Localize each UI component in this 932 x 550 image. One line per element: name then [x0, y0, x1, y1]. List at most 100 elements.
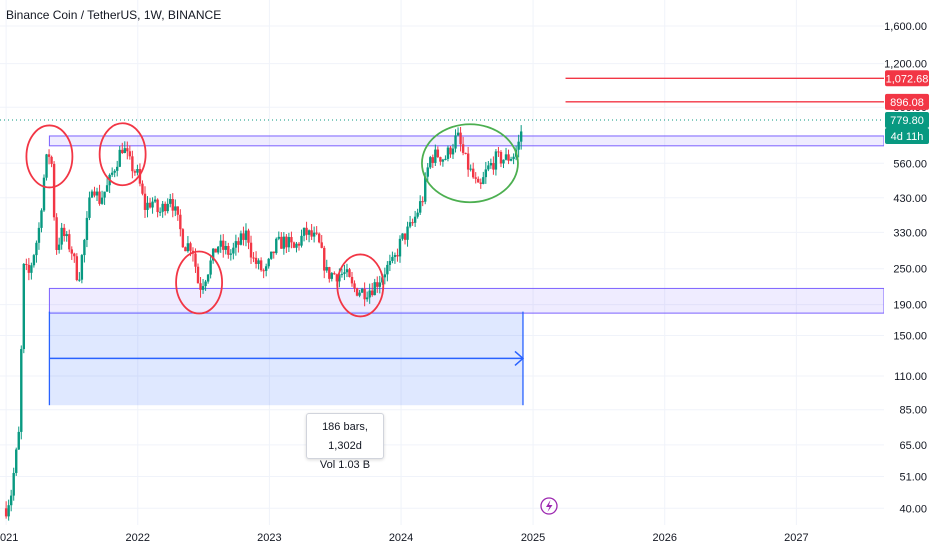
candle-body	[310, 230, 313, 237]
candle-body	[131, 156, 134, 172]
candle-body	[393, 255, 397, 257]
candle-body	[499, 151, 503, 164]
candle-body	[323, 247, 326, 271]
candle-body	[136, 169, 139, 173]
range-bars-label: 186 bars, 1,302d	[322, 421, 368, 452]
x-tick-label: 2021	[0, 532, 18, 544]
candle-body	[206, 274, 210, 282]
price-badge-896: 896.08	[890, 97, 924, 109]
countdown-badge-bg	[885, 127, 929, 144]
candle-body	[204, 281, 207, 287]
candle-body	[262, 270, 265, 272]
candle-body	[489, 163, 493, 166]
candle-body	[406, 226, 409, 240]
y-tick-label: 85.00	[899, 405, 927, 417]
candle-body	[353, 283, 356, 289]
candle-body	[320, 242, 323, 248]
candle-body	[487, 165, 490, 170]
candle-body	[110, 172, 114, 175]
candle-body	[287, 237, 291, 248]
candle-body	[118, 149, 121, 167]
candle-body	[482, 177, 485, 184]
candle-body	[378, 282, 381, 287]
candle-body	[285, 236, 288, 248]
candle-body	[60, 227, 63, 245]
candle-body	[133, 171, 137, 173]
candle-body	[179, 214, 182, 230]
candle-body	[80, 255, 84, 280]
candle-body	[325, 267, 328, 271]
price-axis: 1,600.001,200.00860.00560.00430.00330.00…	[884, 21, 927, 515]
candle-body	[222, 240, 225, 250]
candles	[4, 125, 523, 521]
range-volume-label: Vol 1.03 B	[319, 459, 371, 471]
y-tick-label: 330.00	[893, 227, 927, 239]
y-tick-label: 1,200.00	[884, 59, 927, 71]
candle-body	[426, 167, 429, 177]
candle-body	[181, 229, 185, 248]
y-tick-label: 250.00	[893, 264, 927, 276]
candle-body	[292, 242, 296, 248]
candle-body	[403, 233, 407, 240]
candle-body	[466, 153, 470, 170]
candle-body	[224, 245, 227, 250]
candle-body	[386, 264, 389, 275]
candle-body	[441, 159, 445, 162]
resistance-zone	[48, 135, 885, 147]
candle-body	[275, 238, 278, 254]
candle-body	[15, 449, 18, 473]
candle-body	[439, 157, 442, 162]
candle-body	[30, 265, 33, 273]
candle-body	[7, 505, 10, 517]
candle-body	[416, 212, 419, 217]
candle-body	[229, 253, 233, 255]
candle-body	[355, 288, 359, 296]
candle-body	[201, 286, 205, 290]
candle-body	[398, 238, 402, 257]
candle-body	[388, 260, 392, 265]
highlight-circle	[421, 123, 519, 204]
time-axis-bg[interactable]	[0, 525, 884, 550]
support-zone	[48, 287, 885, 314]
x-tick-label: 2024	[389, 532, 413, 544]
candle-body	[401, 233, 404, 239]
candle-body	[156, 199, 159, 213]
candle-body	[434, 149, 437, 163]
x-tick-label: 2026	[652, 532, 676, 544]
countdown-badge: 4d 11h	[891, 131, 924, 143]
candle-body	[116, 166, 119, 171]
candle-body	[244, 230, 248, 240]
lightning-icon[interactable]	[540, 497, 558, 515]
candle-body	[166, 203, 169, 212]
y-tick-label: 65.00	[899, 440, 927, 452]
candle-body	[22, 263, 26, 350]
candle-body	[368, 290, 371, 298]
candle-body	[176, 206, 180, 215]
candle-body	[504, 154, 508, 160]
candle-body	[211, 248, 215, 261]
candle-body	[194, 253, 197, 267]
candle-body	[512, 156, 515, 160]
candle-body	[509, 159, 513, 161]
candle-body	[214, 248, 217, 253]
candle-body	[143, 193, 147, 210]
candle-body	[431, 157, 435, 163]
candle-body	[189, 243, 192, 251]
x-tick-label: 2022	[126, 532, 150, 544]
range-measure-arrowhead	[514, 350, 525, 366]
y-tick-label: 40.00	[899, 503, 927, 515]
candle-body	[454, 135, 457, 149]
candle-body	[239, 233, 243, 245]
candle-body	[484, 169, 488, 178]
candle-body	[451, 148, 455, 155]
candle-body	[4, 508, 8, 517]
candle-body	[35, 242, 38, 256]
candle-body	[519, 131, 523, 142]
candle-body	[141, 183, 144, 194]
candle-body	[50, 156, 53, 164]
candle-body	[100, 197, 104, 204]
price-axis-bg[interactable]	[884, 0, 932, 525]
candle-body	[371, 290, 374, 296]
candle-body	[103, 191, 106, 198]
